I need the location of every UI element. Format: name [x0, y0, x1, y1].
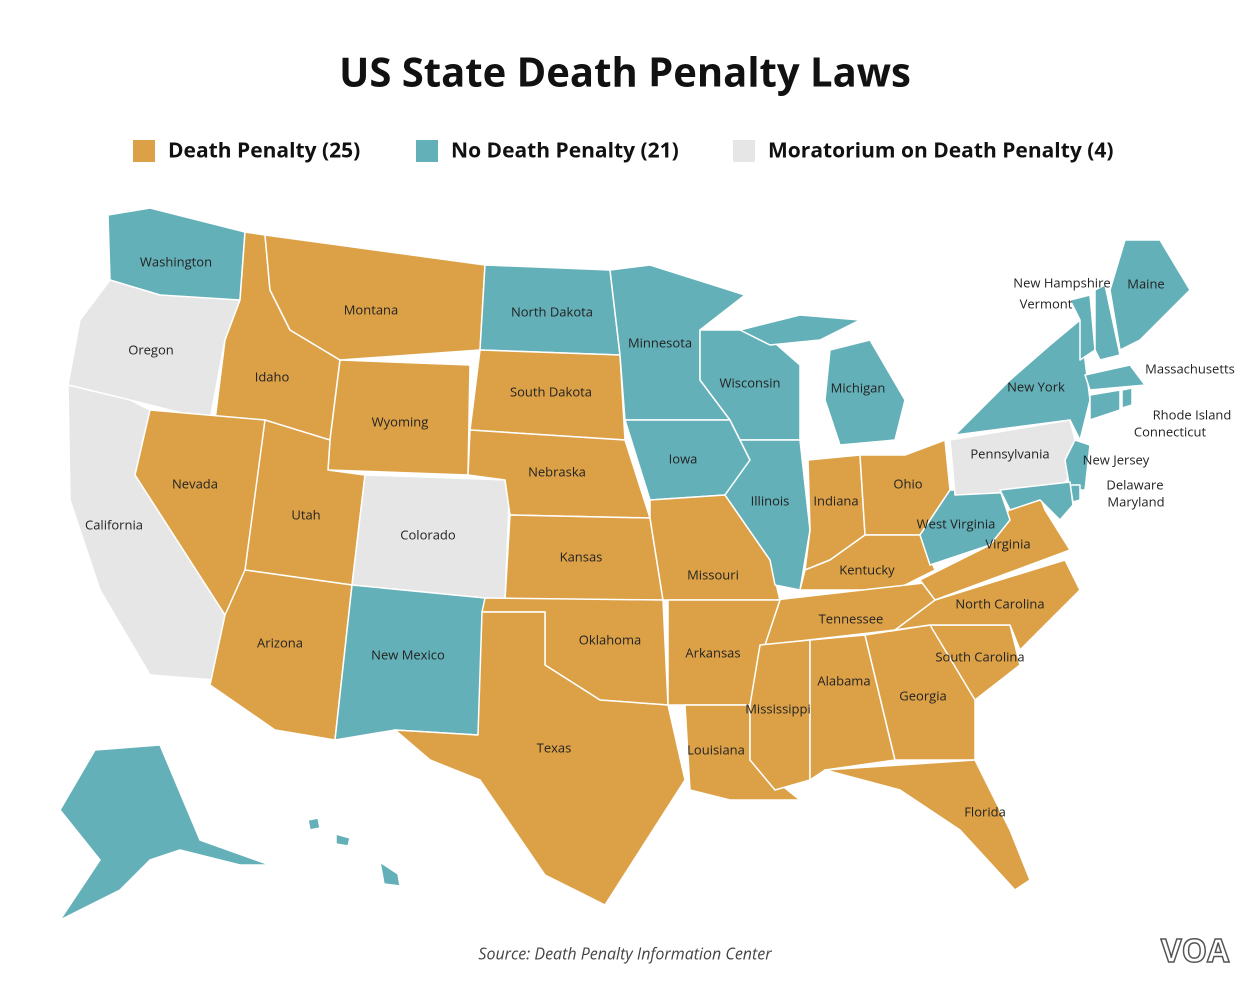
- state-label: Idaho: [255, 367, 290, 385]
- state-label: Nevada: [172, 474, 218, 492]
- state-label: Maryland: [1107, 492, 1164, 510]
- state: [1084, 364, 1146, 391]
- logo: VOA: [1161, 929, 1230, 972]
- legend-label: Moratorium on Death Penalty (4): [768, 137, 1113, 165]
- state-label: Georgia: [899, 686, 946, 704]
- state: [307, 817, 401, 887]
- state-label: Minnesota: [628, 333, 692, 351]
- state-label: Arizona: [257, 633, 303, 651]
- state-label: Wisconsin: [720, 373, 781, 391]
- state: [894, 559, 1081, 651]
- state-label: Illinois: [751, 491, 790, 509]
- state-label: Delaware: [1106, 475, 1163, 493]
- state-label: Pennsylvania: [970, 444, 1049, 462]
- state-label: Vermont: [1020, 294, 1073, 312]
- state-label: Rhode Island: [1153, 405, 1232, 423]
- legend-swatch: [416, 140, 438, 162]
- state-label: Mississippi: [745, 699, 811, 717]
- state-label: Maine: [1127, 274, 1164, 292]
- state-label: Louisiana: [687, 740, 745, 758]
- state-label: Ohio: [893, 474, 922, 492]
- state-label: Texas: [537, 738, 572, 756]
- title: US State Death Penalty Laws: [339, 44, 911, 99]
- state-label: North Dakota: [511, 302, 593, 320]
- state-label: Nebraska: [528, 462, 586, 480]
- state-label: Indiana: [813, 491, 858, 509]
- state-label: Iowa: [669, 449, 698, 467]
- state: [739, 314, 906, 446]
- state-label: New Mexico: [371, 645, 445, 663]
- state-label: Montana: [344, 300, 399, 318]
- state-label: Oregon: [128, 340, 174, 358]
- legend-swatch: [733, 140, 755, 162]
- state-label: California: [85, 515, 143, 533]
- state-label: Missouri: [687, 565, 739, 583]
- state-label: Michigan: [831, 378, 886, 396]
- state-label: Washington: [140, 252, 212, 270]
- state: [724, 439, 811, 591]
- state-label: South Carolina: [935, 647, 1024, 665]
- states: [59, 207, 1191, 921]
- state: [1069, 294, 1096, 361]
- state-label: New York: [1007, 377, 1065, 395]
- state: [59, 744, 271, 921]
- legend-label: No Death Penalty (21): [451, 137, 679, 165]
- state: [1109, 239, 1191, 351]
- state-label: Colorado: [400, 525, 456, 543]
- state-label: Wyoming: [372, 412, 429, 430]
- state-label: South Dakota: [510, 382, 592, 400]
- state-label: Kentucky: [839, 560, 895, 578]
- state-label: Alabama: [817, 671, 870, 689]
- state-label: Virginia: [985, 534, 1030, 552]
- state: [1121, 387, 1133, 409]
- legend: Death Penalty (25) No Death Penalty (21) M…: [133, 137, 1113, 165]
- state-label: Massachusetts: [1145, 359, 1235, 377]
- state: [809, 634, 896, 781]
- legend-swatch: [133, 140, 155, 162]
- state-label: Oklahoma: [579, 630, 642, 648]
- state: [394, 611, 686, 906]
- state: [1089, 389, 1121, 421]
- state-label: Kansas: [560, 547, 603, 565]
- state-label: Arkansas: [685, 643, 740, 661]
- state: [1094, 284, 1121, 361]
- state-label: North Carolina: [955, 594, 1044, 612]
- state: [919, 489, 1011, 566]
- state-label: New Jersey: [1083, 450, 1150, 468]
- state-label: Florida: [964, 802, 1006, 820]
- state-label: West Virginia: [917, 514, 996, 532]
- state-label: Connecticut: [1134, 422, 1207, 440]
- state-label: New Hampshire: [1013, 273, 1110, 291]
- state: [327, 359, 471, 476]
- source: Source: Death Penalty Information Center: [478, 942, 772, 964]
- state-label: Utah: [291, 505, 320, 523]
- state: [824, 759, 1031, 891]
- state-labels: Washington Oregon California Idaho Montana Wy…: [85, 252, 1235, 820]
- state-label: Tennessee: [819, 609, 884, 627]
- state: [999, 481, 1074, 521]
- legend-label: Death Penalty (25): [168, 137, 360, 165]
